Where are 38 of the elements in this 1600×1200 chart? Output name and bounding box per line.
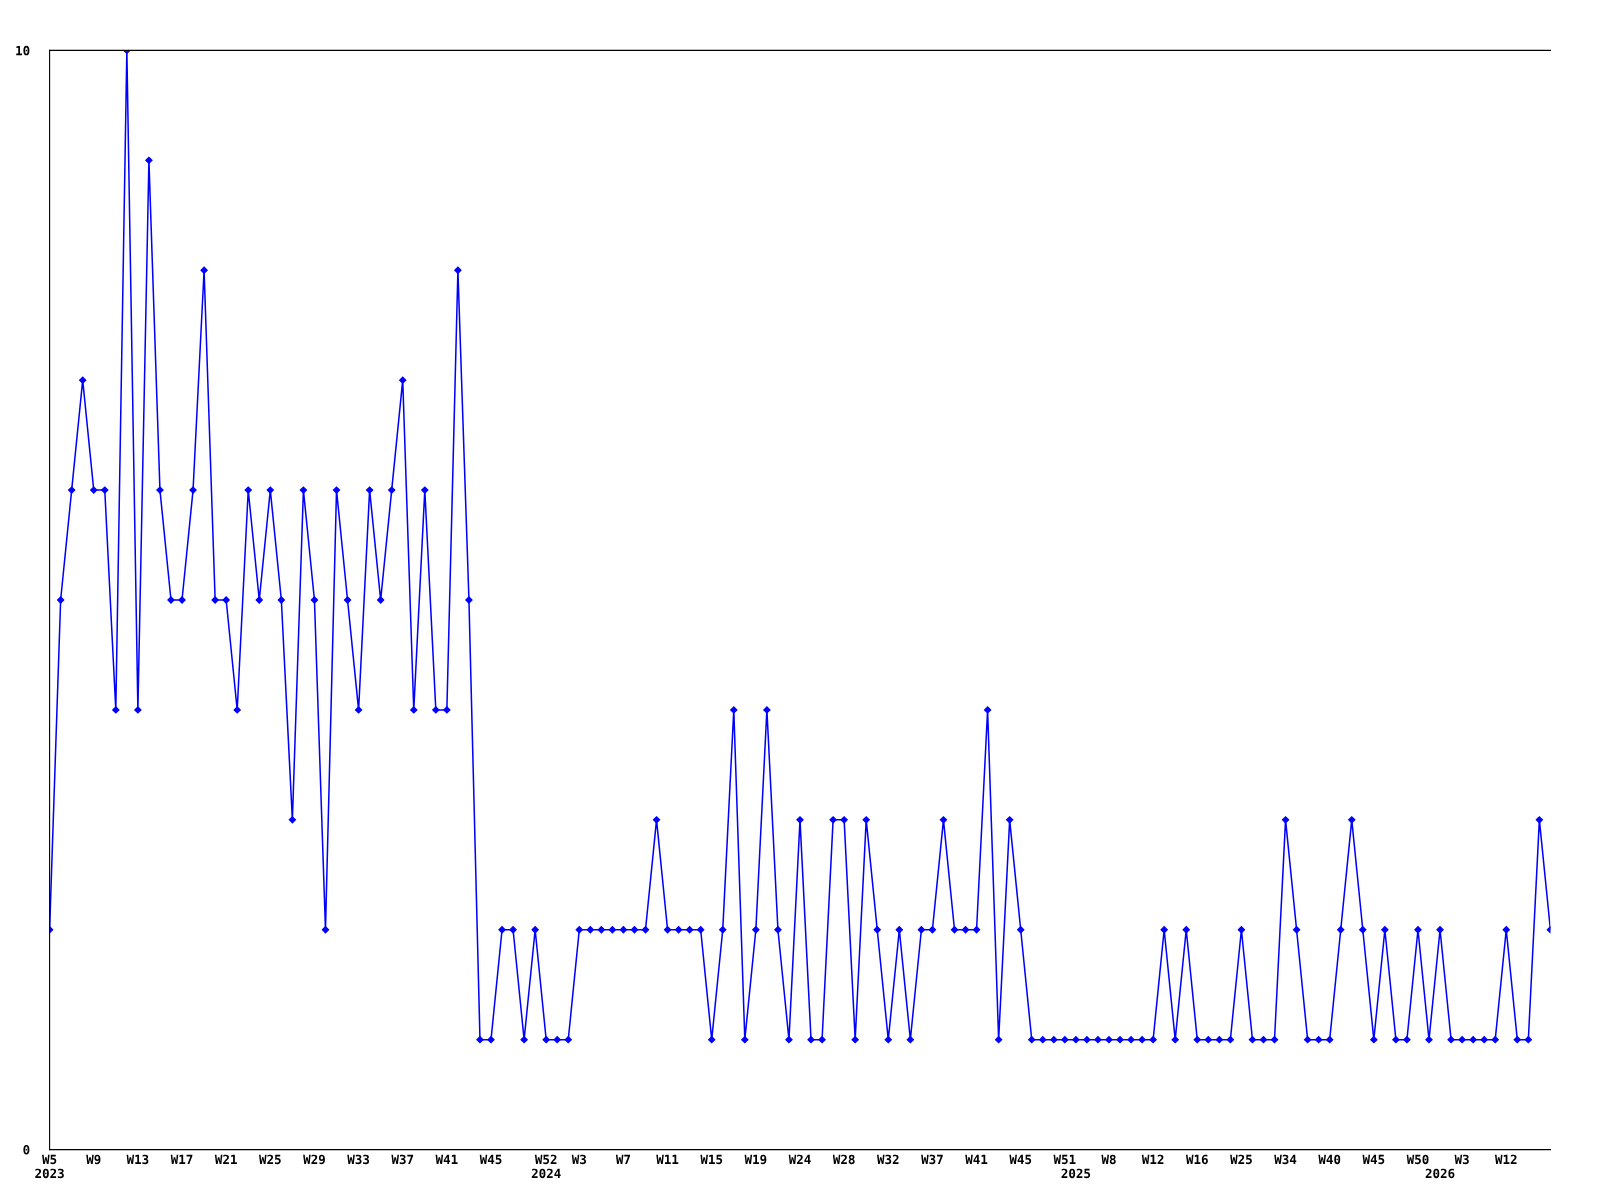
x-tick-label: W37	[391, 1154, 414, 1165]
y-tick-label: 0	[23, 1145, 30, 1155]
x-tick-label: W45	[479, 1154, 502, 1165]
x-tick-label: W25	[259, 1154, 281, 1165]
x-tick-label: W32	[876, 1154, 899, 1165]
x-tick-label: W28	[832, 1154, 855, 1165]
x-tick-label: W5 2023	[35, 1154, 64, 1179]
x-tick-label: W37	[921, 1154, 943, 1165]
x-tick-label: W8	[1101, 1154, 1116, 1165]
x-tick-label: W25	[1230, 1154, 1252, 1165]
x-tick-label: W13	[126, 1154, 149, 1165]
x-tick-label: W12	[1494, 1154, 1517, 1164]
x-tick-label: W15	[700, 1154, 723, 1165]
x-tick-label: 2025	[1061, 1168, 1091, 1179]
x-tick-label: W21	[214, 1154, 237, 1164]
x-tick-label: W41	[435, 1154, 458, 1164]
x-tick-label: W19	[744, 1154, 767, 1165]
x-tick-label: W17	[170, 1154, 193, 1164]
x-tick-label: W3	[571, 1154, 587, 1165]
x-tick-label: W52 2024	[531, 1154, 561, 1179]
x-tick-label: W50	[1406, 1154, 1429, 1165]
x-tick-label: W7	[615, 1154, 631, 1164]
y-tick-label: 10	[16, 45, 30, 56]
x-tick-label: W51	[1053, 1154, 1076, 1165]
x-tick-label: W9	[86, 1154, 101, 1165]
x-tick-label: W12	[1141, 1154, 1164, 1164]
x-tick-label: W3	[1454, 1154, 1469, 1165]
x-tick-label: W34	[1274, 1154, 1297, 1165]
x-tick-label: W24	[788, 1154, 811, 1164]
x-tick-label: W16	[1185, 1154, 1208, 1165]
x-tick-label: W45	[1362, 1154, 1385, 1165]
x-tick-label: W11	[656, 1154, 679, 1164]
x-tick-label: W40	[1318, 1154, 1341, 1165]
x-tick-label: W29	[303, 1154, 325, 1165]
x-tick-label: W41	[965, 1154, 988, 1164]
x-tick-label: W33	[347, 1154, 370, 1165]
x-tick-label: 2026	[1425, 1168, 1455, 1179]
x-tick-label: W45	[1009, 1154, 1032, 1165]
